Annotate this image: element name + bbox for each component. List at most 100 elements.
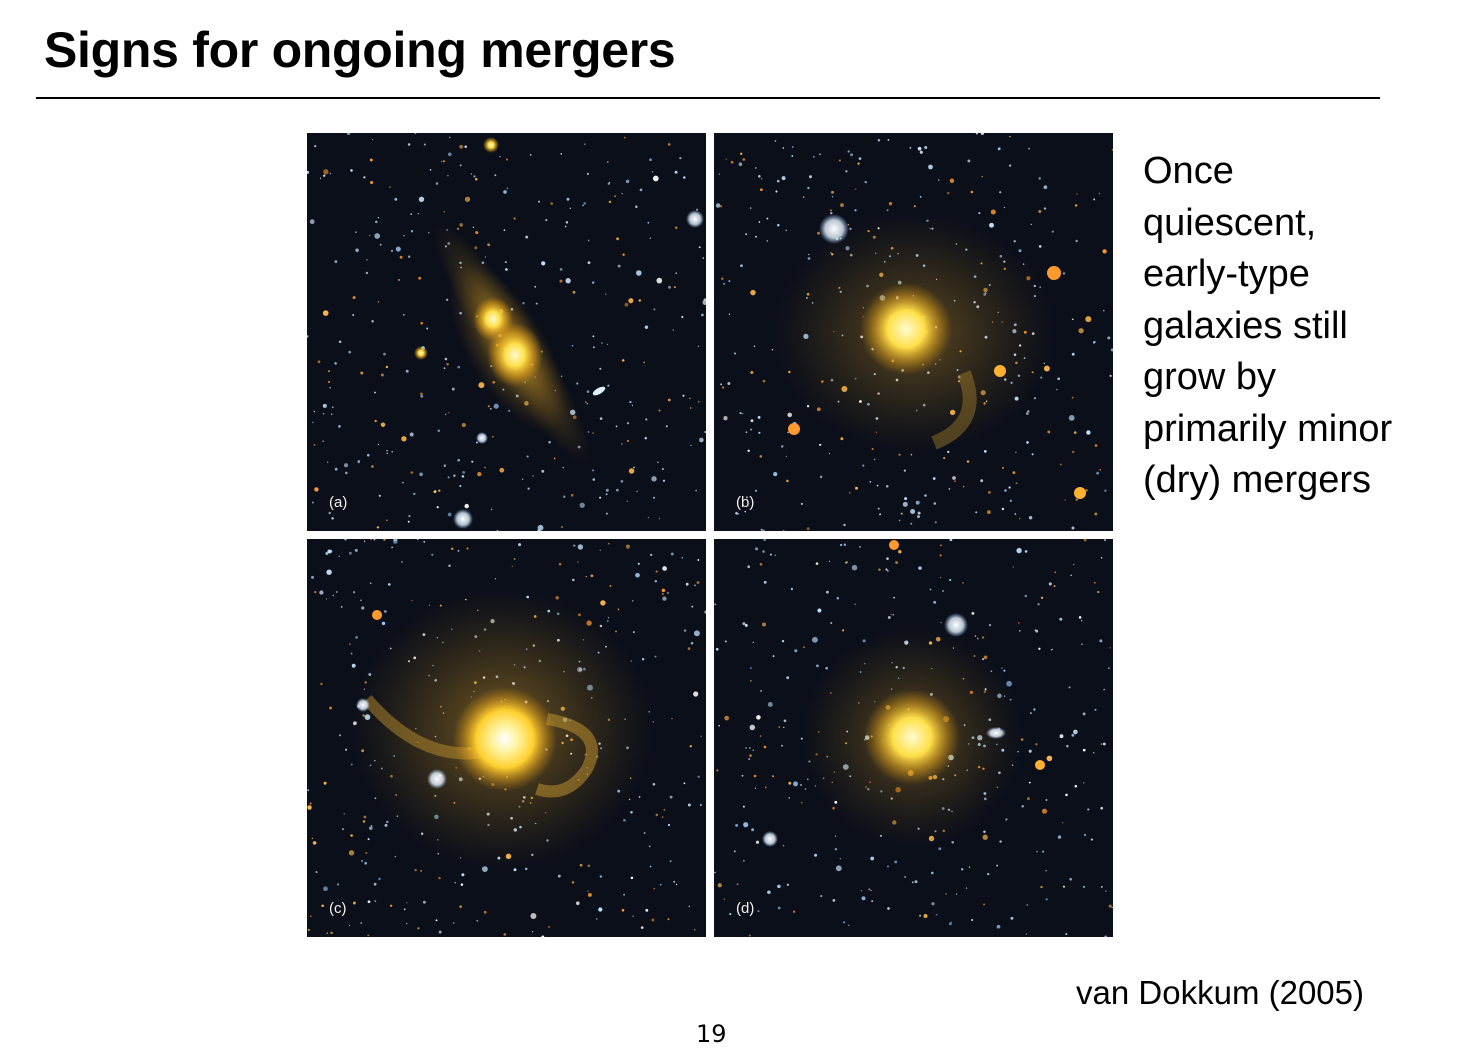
star-dot bbox=[697, 559, 700, 561]
star-dot bbox=[641, 658, 645, 661]
star-dot bbox=[537, 524, 544, 531]
star-dot bbox=[933, 502, 937, 505]
star-dot bbox=[652, 782, 656, 786]
star-dot bbox=[1059, 463, 1062, 466]
star-dot bbox=[385, 365, 389, 369]
star-dot bbox=[1073, 729, 1078, 735]
star-dot bbox=[665, 425, 668, 428]
star-dot bbox=[601, 342, 603, 344]
star-dot bbox=[393, 539, 398, 544]
star-dot bbox=[484, 466, 486, 469]
star-dot bbox=[1062, 822, 1064, 824]
star-dot bbox=[322, 440, 324, 443]
star-dot bbox=[321, 904, 325, 908]
star-dot bbox=[681, 556, 684, 559]
star-dot bbox=[417, 539, 419, 541]
star-dot bbox=[893, 596, 895, 599]
star-dot bbox=[695, 489, 697, 492]
star-dot bbox=[1094, 444, 1098, 447]
star-dot bbox=[429, 169, 432, 171]
star-dot bbox=[688, 905, 690, 907]
star-dot bbox=[1080, 619, 1083, 622]
star-dot bbox=[701, 313, 704, 317]
star-dot bbox=[374, 233, 381, 239]
star-dot bbox=[524, 867, 528, 871]
star-dot bbox=[655, 570, 658, 573]
star-dot bbox=[626, 422, 630, 425]
star-dot bbox=[636, 490, 638, 493]
star-dot bbox=[1008, 486, 1011, 489]
star-dot bbox=[1094, 512, 1098, 516]
star-dot bbox=[830, 211, 833, 215]
star-dot bbox=[587, 890, 589, 892]
star-dot bbox=[312, 841, 317, 845]
star-dot bbox=[1046, 755, 1053, 762]
star-dot bbox=[1001, 667, 1003, 669]
star-dot bbox=[983, 903, 986, 906]
star-dot bbox=[462, 470, 466, 474]
star-dot bbox=[879, 513, 882, 516]
star-dot bbox=[819, 443, 822, 447]
star-dot bbox=[1036, 850, 1038, 853]
star-dot bbox=[599, 496, 602, 499]
star-dot bbox=[378, 494, 381, 497]
star-dot bbox=[661, 816, 664, 818]
star-dot bbox=[1026, 904, 1029, 906]
star-dot bbox=[448, 564, 451, 568]
star-dot bbox=[414, 133, 417, 135]
star-dot bbox=[689, 407, 692, 409]
star-dot bbox=[629, 401, 632, 403]
star-dot bbox=[622, 253, 625, 256]
star-dot bbox=[742, 412, 744, 415]
star-dot bbox=[494, 174, 497, 177]
star-dot bbox=[474, 177, 478, 181]
star-dot bbox=[401, 436, 407, 442]
star-dot bbox=[649, 158, 652, 162]
star-dot bbox=[605, 493, 608, 496]
star-dot bbox=[1018, 249, 1022, 253]
star-dot bbox=[1014, 513, 1017, 515]
star-dot bbox=[377, 443, 380, 446]
star-dot bbox=[571, 345, 574, 347]
side-text: Once quiescent, early-type galaxies stil… bbox=[1143, 146, 1463, 507]
star-dot bbox=[775, 190, 778, 193]
star-dot bbox=[871, 448, 874, 450]
star-dot bbox=[623, 136, 626, 139]
star-dot bbox=[349, 643, 351, 645]
galaxy-panel-a: (a) bbox=[307, 133, 706, 531]
star-dot bbox=[919, 196, 922, 198]
star-dot bbox=[716, 769, 719, 772]
star-dot bbox=[758, 221, 761, 223]
star-dot bbox=[599, 367, 602, 370]
star-dot bbox=[307, 789, 310, 792]
star-dot bbox=[924, 145, 928, 150]
star-dot bbox=[1019, 630, 1021, 632]
star-dot bbox=[1104, 935, 1108, 937]
star-dot bbox=[448, 411, 450, 414]
star-dot bbox=[662, 596, 667, 601]
star-dot bbox=[1083, 833, 1087, 837]
side-text-line: primarily minor bbox=[1143, 407, 1393, 450]
star-dot bbox=[1069, 877, 1073, 881]
star-dot bbox=[1045, 898, 1048, 901]
star-dot bbox=[843, 543, 846, 546]
star-dot bbox=[334, 362, 337, 365]
star-dot bbox=[807, 778, 809, 781]
star-dot bbox=[715, 647, 719, 651]
star-dot bbox=[923, 913, 928, 919]
star-dot bbox=[1082, 885, 1086, 889]
star-dot bbox=[980, 133, 985, 136]
star-dot bbox=[352, 901, 356, 905]
star-dot bbox=[453, 474, 456, 477]
star-dot bbox=[541, 935, 545, 937]
star-dot bbox=[1033, 708, 1036, 711]
star-dot bbox=[945, 893, 947, 895]
star-dot bbox=[1037, 603, 1040, 606]
star-dot bbox=[653, 887, 656, 890]
star-dot bbox=[428, 232, 430, 234]
star-dot bbox=[582, 204, 584, 207]
star-dot bbox=[690, 641, 694, 645]
star-dot bbox=[714, 603, 717, 606]
star-dot bbox=[541, 469, 545, 473]
star-dot bbox=[1065, 793, 1068, 797]
